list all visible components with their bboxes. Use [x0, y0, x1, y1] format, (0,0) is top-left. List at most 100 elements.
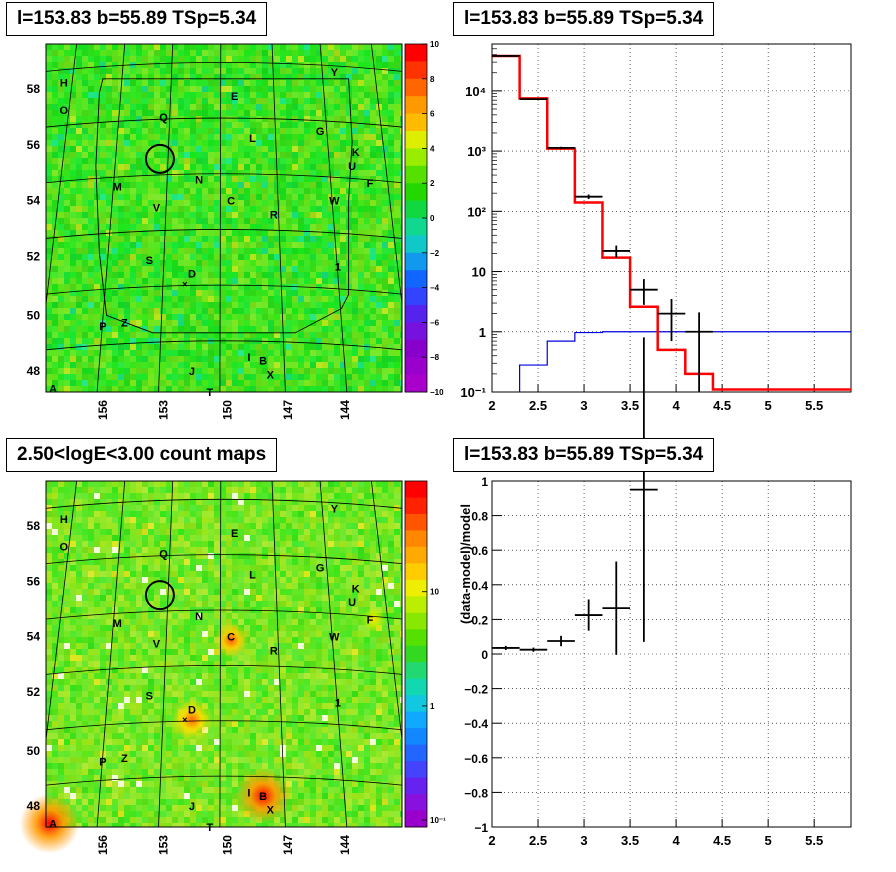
spectrum-ytick-4: 10³ — [467, 144, 486, 159]
ts-map-colorbar-band-0 — [405, 44, 427, 62]
residuals-xtick-7: 5.5 — [805, 833, 823, 848]
spectrum-data-point-2 — [547, 146, 575, 150]
count-map-xtick-1: 153 — [156, 835, 170, 855]
ts-map-source-label-A: A — [49, 384, 57, 396]
residuals-ytick-5: 0 — [481, 648, 488, 662]
count-map-source-label-C: C — [227, 632, 235, 644]
spectrum-data-point-3 — [574, 194, 603, 200]
spectrum-xtick-3: 3.5 — [621, 398, 639, 413]
ts-map-ytick-0: 58 — [27, 82, 41, 96]
spectrum-xtick-5: 4.5 — [713, 398, 731, 413]
ts-map-ytick-1: 56 — [27, 138, 41, 152]
ts-map-xtick-3: 147 — [281, 400, 295, 420]
spectrum-source-model-line — [519, 331, 851, 392]
residuals-xtick-0: 2 — [488, 833, 495, 848]
ts-map-target-cross — [182, 281, 188, 287]
count-map-source-label-N: N — [195, 611, 203, 623]
spectrum-chart: 2 2.5 3 3.5 4 4.5 5 5.5 10⁻¹ 1 10 10² 10³ 10⁴ — [460, 43, 852, 413]
count-map-target-cross — [182, 717, 188, 723]
ts-map-colorbar-band-18 — [405, 357, 427, 376]
count-map-source-label-T: T — [206, 822, 213, 834]
residuals-data-point-1 — [519, 647, 548, 652]
ts-map-source-label-H: H — [60, 77, 68, 89]
count-map-ytick-1: 56 — [27, 574, 41, 588]
residuals-grid — [492, 481, 851, 827]
ts-map-colorbar-tick-5: 0 — [430, 214, 435, 223]
count-map-source-label-E: E — [231, 528, 238, 540]
residuals-data-point-2 — [547, 635, 575, 647]
ts-map-source-label-P: P — [99, 321, 106, 333]
ts-map-colorbar-band-6 — [405, 148, 427, 167]
ts-map-colorbar-band-3 — [405, 96, 427, 115]
ts-map-colorbar-band-14 — [405, 287, 427, 306]
residuals-frame — [491, 480, 852, 828]
count-map-colorbar-band-15 — [405, 728, 427, 746]
residuals-data-point-3 — [574, 599, 603, 631]
ts-map-xtick-2: 150 — [221, 400, 235, 420]
residuals-ytick-9: −0.8 — [464, 786, 488, 800]
count-map-ytick-4: 50 — [27, 744, 41, 758]
count-map-hotspot-a — [19, 793, 80, 854]
residuals-xtick-6: 5 — [765, 833, 772, 848]
residuals-ytick-8: −0.6 — [464, 752, 488, 766]
count-map-source-label-I: I — [247, 787, 250, 799]
residuals-chart: 2 2.5 3 3.5 4 4.5 5 5.5 1 0.8 0.6 0.4 0.2 0 −0.2 −0.4 −0… — [458, 337, 852, 848]
count-map-colorbar-band-6 — [405, 579, 427, 597]
residuals-xtick-4: 4 — [672, 833, 680, 848]
count-map-colorbar-band-12 — [405, 678, 427, 696]
ts-map-source-label-V: V — [153, 203, 161, 215]
count-map-colorbar-band-9 — [405, 629, 427, 647]
residuals-ytick-1: 0.8 — [471, 510, 488, 524]
count-map-ytick-0: 58 — [27, 519, 41, 533]
ts-map-source-label-M: M — [113, 182, 122, 194]
residuals-data-point-5 — [630, 337, 658, 642]
count-map-hotspot-b — [235, 767, 292, 824]
ts-map-source-label-B: B — [259, 356, 267, 368]
spectrum-xtick-0: 2 — [488, 398, 495, 413]
count-map-colorbar-band-13 — [405, 695, 427, 713]
count-map-source-label-Y: Y — [331, 504, 339, 516]
ts-map-source-label-F: F — [367, 178, 374, 190]
spectrum-ytick-1: 1 — [479, 325, 486, 340]
count-map: H Y O E Q L G KU N F M C W V R S 1 D P Z I B J X A T 58 56 54 52 50 48 1… — [19, 480, 446, 855]
ts-map-colorbar-band-10 — [405, 218, 427, 236]
spectrum-data-point-0 — [492, 55, 520, 57]
count-map-colorbar-band-3 — [405, 530, 427, 548]
count-map-source-label-D: D — [188, 704, 196, 716]
count-map-source-label-R: R — [270, 646, 278, 658]
count-map-colorbar-band-7 — [405, 596, 427, 614]
ts-map-colorbar-band-4 — [405, 113, 427, 132]
ts-map-source-label-E: E — [231, 91, 238, 103]
ts-map-colorbar-band-12 — [405, 252, 427, 271]
count-map-colorbar-tick-1: 1 — [430, 702, 435, 711]
ts-map-colorbar-tick-1: 8 — [430, 75, 435, 84]
ts-map-xtick-0: 156 — [96, 400, 110, 420]
count-map-pixels — [46, 481, 402, 827]
ts-map-source-label-C: C — [227, 196, 235, 208]
count-map-source-label-S: S — [146, 691, 153, 703]
title-ts-map: l=153.83 b=55.89 TSp=5.34 — [6, 2, 268, 36]
count-map-colorbar-band-20 — [405, 810, 427, 828]
ts-map-source-label-R: R — [270, 210, 278, 222]
count-map-xtick-0: 156 — [96, 835, 110, 855]
count-map-source-label-O: O — [60, 542, 69, 554]
ts-map-ytick-3: 52 — [27, 249, 41, 263]
count-map-colorbar-band-16 — [405, 744, 427, 762]
count-map-source-label-M: M — [113, 618, 122, 630]
spectrum-xtick-4: 4 — [672, 398, 680, 413]
count-map-source-label-V: V — [153, 639, 161, 651]
residuals-ytick-6: −0.2 — [464, 683, 488, 697]
count-map-xtick-3: 147 — [281, 835, 295, 855]
ts-map-colorbar-band-11 — [405, 235, 427, 254]
count-map-source-label-Q: Q — [159, 549, 168, 561]
count-map-source-label-L: L — [249, 569, 256, 581]
residuals-xtick-5: 4.5 — [713, 833, 731, 848]
residuals-ytick-4: 0.2 — [471, 613, 488, 627]
ts-map-colorbar-band-13 — [405, 270, 427, 289]
ts-map-source-circle — [144, 143, 175, 174]
spectrum-plot-area — [492, 54, 851, 392]
ts-map-colorbar-band-17 — [405, 339, 427, 358]
count-map-hotspot-d — [169, 697, 214, 742]
